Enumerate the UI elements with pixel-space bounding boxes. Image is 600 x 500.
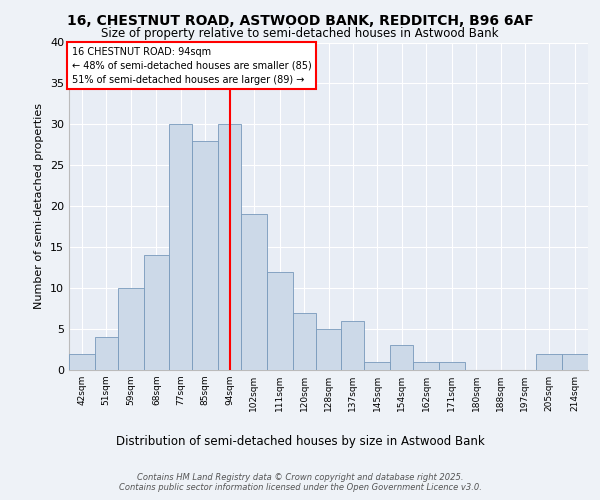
- Bar: [118, 288, 143, 370]
- Text: 16, CHESTNUT ROAD, ASTWOOD BANK, REDDITCH, B96 6AF: 16, CHESTNUT ROAD, ASTWOOD BANK, REDDITC…: [67, 14, 533, 28]
- Bar: [413, 362, 439, 370]
- Bar: [293, 312, 316, 370]
- Text: Distribution of semi-detached houses by size in Astwood Bank: Distribution of semi-detached houses by …: [116, 435, 484, 448]
- Bar: [241, 214, 267, 370]
- Bar: [316, 329, 341, 370]
- Bar: [439, 362, 465, 370]
- Bar: [562, 354, 588, 370]
- Bar: [192, 141, 218, 370]
- Bar: [390, 346, 413, 370]
- Text: Contains HM Land Registry data © Crown copyright and database right 2025.
Contai: Contains HM Land Registry data © Crown c…: [119, 472, 481, 492]
- Bar: [69, 354, 95, 370]
- Bar: [267, 272, 293, 370]
- Bar: [341, 321, 364, 370]
- Text: 16 CHESTNUT ROAD: 94sqm
← 48% of semi-detached houses are smaller (85)
51% of se: 16 CHESTNUT ROAD: 94sqm ← 48% of semi-de…: [72, 46, 311, 84]
- Bar: [364, 362, 390, 370]
- Bar: [95, 337, 118, 370]
- Bar: [218, 124, 241, 370]
- Bar: [143, 256, 169, 370]
- Bar: [169, 124, 192, 370]
- Text: Size of property relative to semi-detached houses in Astwood Bank: Size of property relative to semi-detach…: [101, 28, 499, 40]
- Y-axis label: Number of semi-detached properties: Number of semi-detached properties: [34, 104, 44, 309]
- Bar: [536, 354, 562, 370]
